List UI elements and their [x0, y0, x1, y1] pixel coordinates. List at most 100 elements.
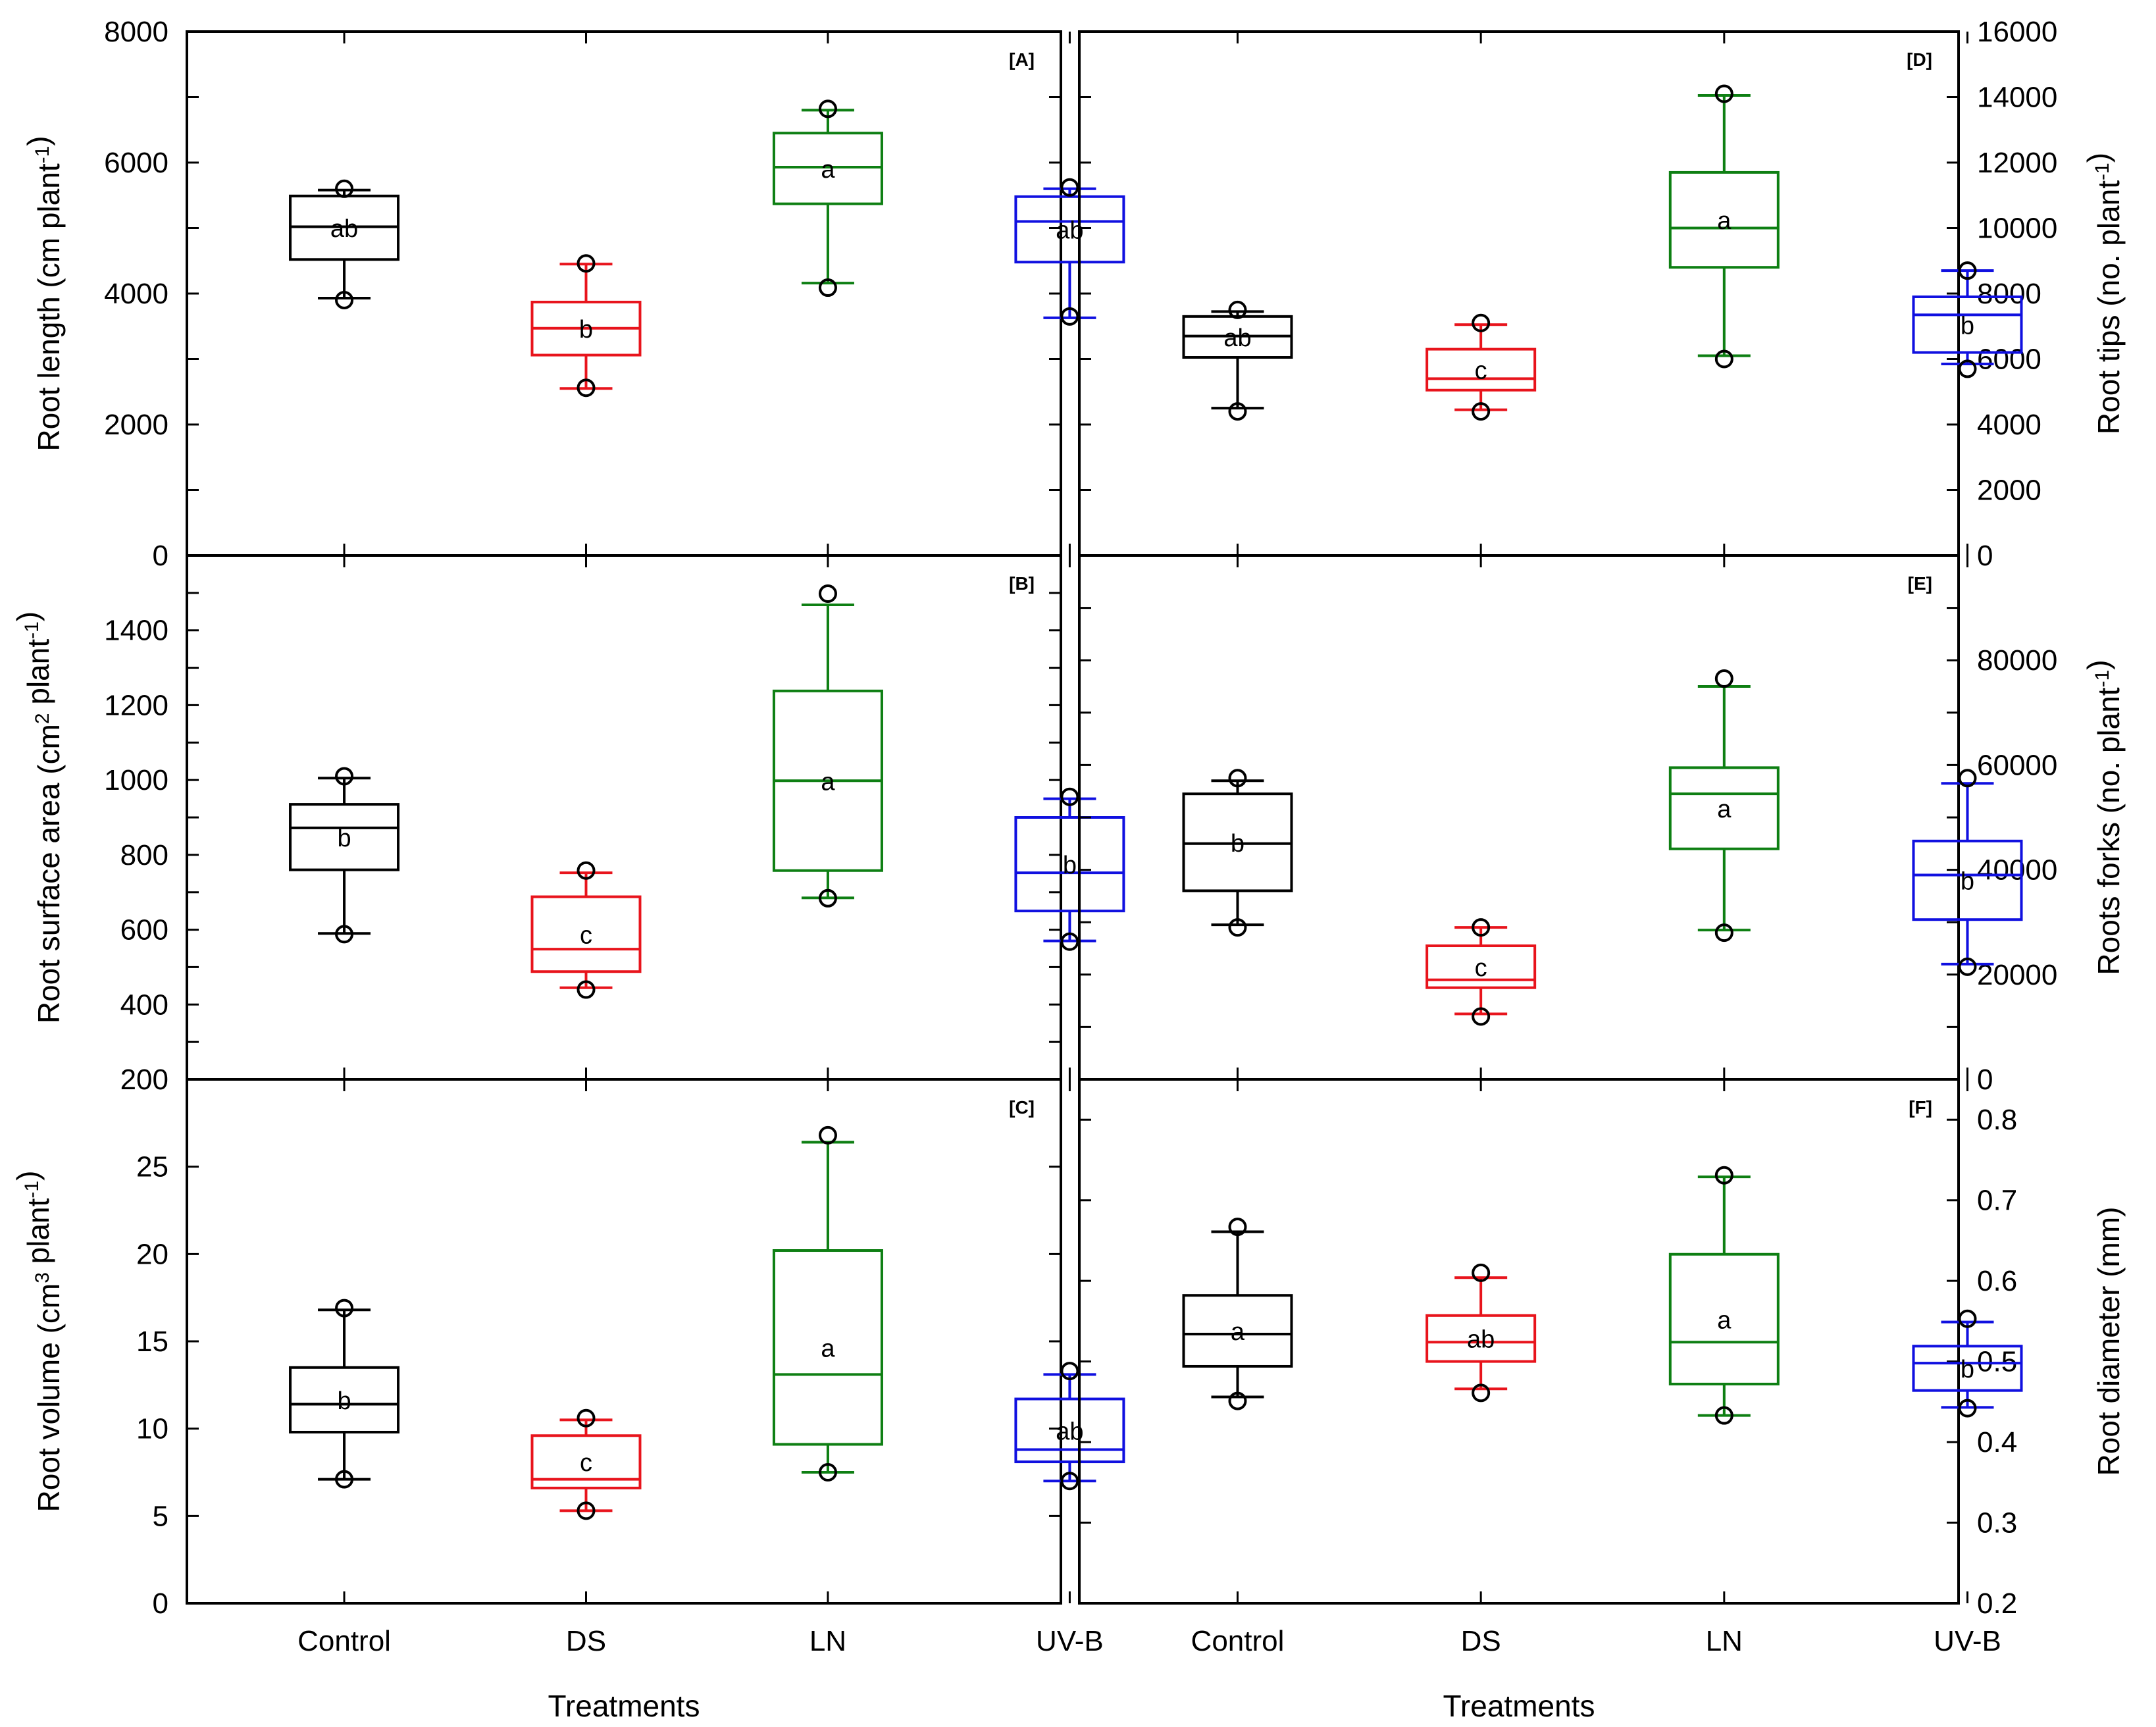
y-axis-title-superscript: -1 — [21, 621, 43, 639]
y-tick-label: 20 — [136, 1238, 168, 1270]
y-tick-label: 60000 — [1977, 749, 2057, 781]
y-tick-label: 10000 — [1977, 213, 2057, 245]
outlier-low-marker — [1228, 402, 1247, 421]
significance-letter: b — [1961, 868, 1974, 896]
outlier-high-marker — [1472, 918, 1491, 937]
y-tick-label: 4000 — [104, 278, 168, 310]
significance-letter: b — [337, 825, 351, 852]
panel-d: 0 2000 4000 6000 8000 10000 12000 14000 16000 [D]… — [1078, 16, 2126, 572]
x-tick-label: DS — [1461, 1625, 1501, 1657]
y-axis-title-superscript: 2 — [32, 713, 53, 724]
box-ds: c — [530, 1408, 642, 1520]
box-iqr — [530, 1434, 642, 1489]
significance-letter: c — [580, 1449, 592, 1477]
y-tick-label: 5 — [153, 1500, 168, 1532]
box-uvb: b — [1014, 787, 1125, 951]
outlier-high-marker — [577, 1408, 596, 1428]
y-tick-label: 6000 — [104, 147, 168, 179]
y-tick-label: 8000 — [1977, 278, 2041, 310]
outlier-low-marker — [1472, 1007, 1491, 1026]
panel-tag: [B] — [1009, 573, 1035, 594]
panel-f: 0.20.30.40.50.60.70.8[F]Root diameter (m… — [1078, 1078, 2126, 1723]
outlier-low-marker — [577, 1501, 596, 1520]
y-axis-title-part: ) — [11, 1171, 45, 1181]
y-tick-label: 16000 — [1977, 16, 2057, 48]
significance-letter: ab — [330, 215, 358, 243]
plot-frame — [1078, 1078, 1960, 1605]
outlier-low-marker — [818, 1463, 837, 1482]
significance-letter: b — [1961, 312, 1974, 340]
plot-frame — [186, 1078, 1062, 1605]
box-iqr — [1668, 170, 1780, 269]
y-tick-label: 0 — [1977, 1064, 1993, 1096]
significance-letter: a — [821, 1335, 835, 1362]
y-axis-title: Root volume (cm3 plant-1) — [11, 1171, 66, 1512]
y-axis-title-part: ) — [21, 136, 55, 145]
y-axis-title-part: Roots forks (no. plant — [2092, 687, 2126, 975]
box-ds: b — [530, 254, 642, 398]
significance-letter: b — [579, 316, 593, 344]
x-tick-label: LN — [1706, 1625, 1743, 1657]
plot-frame — [1078, 30, 1960, 557]
box-ln: a — [1668, 84, 1780, 369]
box-iqr — [1014, 1397, 1125, 1464]
x-axis-title: Treatments — [548, 1689, 700, 1723]
box-iqr — [1425, 1314, 1537, 1363]
box-control: b — [1182, 769, 1293, 937]
box-uvb: ab — [1014, 1362, 1125, 1491]
panel-tag: [D] — [1907, 49, 1932, 70]
panel-tag: [F] — [1909, 1097, 1932, 1118]
y-axis-title: Root surface area (cm2 plant-1) — [11, 611, 66, 1023]
outlier-high-marker — [335, 1299, 354, 1318]
box-uvb: b — [1912, 769, 2023, 976]
y-tick-label: 600 — [120, 914, 168, 946]
y-axis-title-part: plant — [21, 1198, 55, 1272]
outlier-high-marker — [1060, 1362, 1079, 1381]
outlier-high-marker — [818, 584, 837, 603]
y-tick-label: 80000 — [1977, 644, 2057, 677]
outlier-high-marker — [577, 254, 596, 273]
box-ds: ab — [1425, 1263, 1537, 1403]
box-iqr — [1668, 766, 1780, 850]
y-tick-label: 25 — [136, 1151, 168, 1183]
y-tick-label: 400 — [120, 989, 168, 1021]
box-iqr — [530, 895, 642, 973]
outlier-high-marker — [818, 99, 837, 118]
outlier-high-marker — [1060, 787, 1079, 806]
significance-letter: a — [1717, 1306, 1732, 1334]
y-tick-label: 0 — [153, 540, 168, 572]
outlier-low-marker — [1714, 349, 1733, 369]
outlier-low-marker — [1060, 307, 1079, 326]
panel-b: 200 400 600 800 1000 1200 1400 [B] Root surface … — [11, 554, 1125, 1096]
y-axis-title-part: Root volume (cm — [32, 1283, 66, 1512]
box-iqr — [772, 1249, 883, 1446]
x-tick-label: Control — [297, 1625, 391, 1657]
plot-frame — [186, 30, 1062, 557]
box-iqr — [1912, 295, 2023, 354]
outlier-high-marker — [1958, 769, 1977, 788]
outlier-low-marker — [1228, 918, 1247, 937]
outlier-high-marker — [1958, 1309, 1977, 1328]
significance-letter: c — [580, 921, 592, 949]
outlier-low-marker — [335, 925, 354, 944]
outlier-low-marker — [818, 889, 837, 908]
outlier-low-marker — [1060, 1472, 1079, 1491]
box-control: b — [289, 1299, 400, 1489]
outlier-high-marker — [1472, 313, 1491, 332]
outlier-low-marker — [1472, 402, 1491, 421]
outlier-high-marker — [1714, 669, 1733, 688]
y-tick-label: 1000 — [104, 764, 168, 796]
panel-tag: [C] — [1009, 1097, 1035, 1118]
outlier-low-marker — [577, 378, 596, 398]
box-ln: a — [772, 1125, 883, 1482]
significance-letter: a — [1717, 207, 1732, 235]
box-ds: c — [1425, 313, 1537, 421]
box-ln: a — [1668, 669, 1780, 942]
box-uvb: b — [1912, 1309, 2023, 1418]
outlier-high-marker — [335, 179, 354, 198]
y-tick-label: 0.2 — [1977, 1587, 2017, 1620]
y-axis-title: Root length (cm plant-1) — [21, 136, 66, 451]
outlier-low-marker — [1958, 957, 1977, 976]
box-control: b — [289, 767, 400, 944]
